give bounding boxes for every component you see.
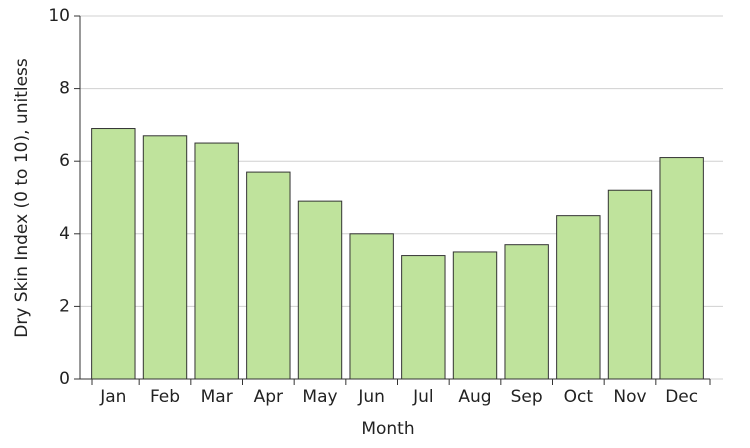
bar — [246, 171, 291, 380]
bar — [607, 189, 653, 380]
y-tick-label: 2 — [59, 296, 70, 316]
x-axis-label: Month — [361, 419, 414, 439]
x-tick-label: Jun — [357, 387, 385, 407]
x-tick-label: Aug — [458, 387, 491, 407]
bar — [91, 128, 136, 380]
bar — [297, 200, 343, 380]
x-tick-label: Jul — [412, 387, 434, 407]
x-tick-label: Nov — [613, 387, 646, 407]
x-tick-label: Apr — [254, 387, 283, 407]
y-axis-label: Dry Skin Index (0 to 10), unitless — [12, 58, 32, 338]
bar — [401, 255, 446, 380]
x-tick-label: Feb — [150, 387, 180, 407]
x-tick-label: Sep — [511, 387, 543, 407]
y-tick-label: 4 — [59, 224, 70, 244]
y-tick-label: 10 — [48, 6, 70, 26]
bar — [556, 215, 601, 380]
bar — [659, 157, 704, 380]
y-tick-label: 6 — [59, 151, 70, 171]
bar — [349, 233, 394, 380]
x-tick-label: Oct — [564, 387, 594, 407]
y-tick-label: 0 — [59, 369, 70, 389]
bar — [194, 142, 239, 380]
x-tick-label: Mar — [201, 387, 233, 407]
x-tick-label: May — [302, 387, 337, 407]
x-tick-label: Dec — [665, 387, 698, 407]
bar — [504, 244, 549, 380]
bar — [452, 251, 498, 380]
x-tick-label: Jan — [99, 387, 126, 407]
bar — [142, 135, 188, 380]
y-tick-label: 8 — [59, 79, 70, 99]
